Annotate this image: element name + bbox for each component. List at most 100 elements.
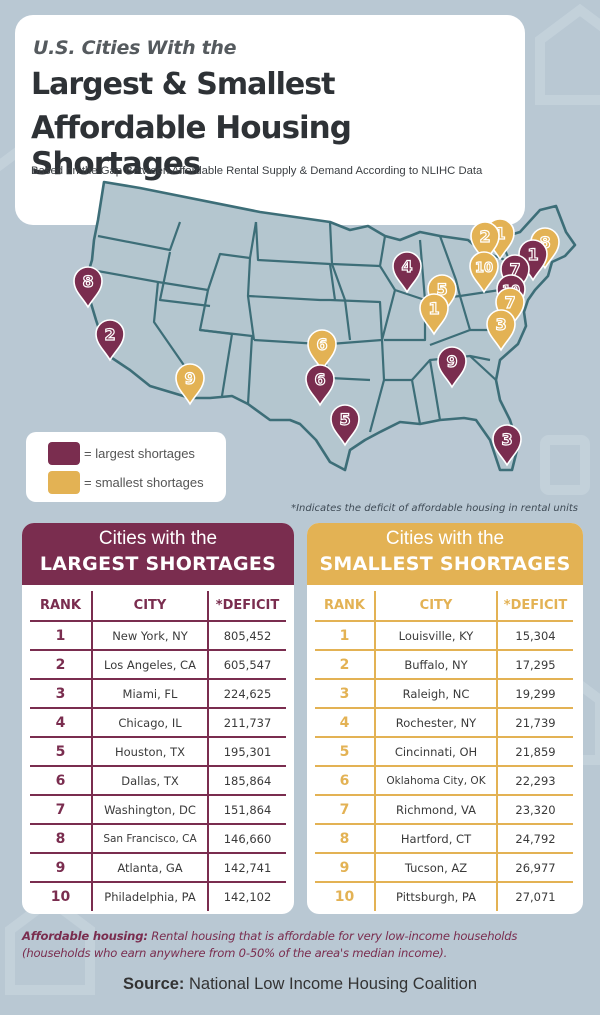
largest-heading-line2: LARGEST SHORTAGES bbox=[39, 553, 277, 575]
smallest-heading-line2: SMALLEST SHORTAGES bbox=[319, 553, 571, 575]
col-deficit: *DEFICIT bbox=[496, 591, 573, 621]
smallest-panel-header: Cities with the SMALLEST SHORTAGES bbox=[307, 523, 583, 585]
source-line: Source: National Low Income Housing Coal… bbox=[0, 975, 600, 994]
map-pin-smallest: 1 bbox=[419, 293, 449, 336]
table-row: 8 San Francisco, CA 146,660 bbox=[30, 823, 286, 853]
cell-deficit: 19,299 bbox=[496, 678, 573, 708]
map-pin-largest: 3 bbox=[492, 424, 522, 467]
subtitle: Based on the Gap Between Affordable Rent… bbox=[31, 165, 483, 177]
cell-city: Buffalo, NY bbox=[374, 649, 497, 679]
map-pin-icon bbox=[73, 266, 103, 309]
map-pin-largest: 4 bbox=[392, 251, 422, 294]
col-rank: RANK bbox=[323, 598, 366, 613]
map-pin-smallest: 10 bbox=[469, 251, 499, 294]
cell-deficit: 142,741 bbox=[207, 852, 286, 882]
map-pin-icon bbox=[419, 293, 449, 336]
cell-deficit: 26,977 bbox=[496, 852, 573, 882]
legend-item-smallest: = smallest shortages bbox=[48, 471, 204, 494]
cell-deficit: 15,304 bbox=[496, 620, 573, 650]
largest-heading-line1: Cities with the bbox=[98, 528, 218, 549]
table-row: 7 Washington, DC 151,864 bbox=[30, 794, 286, 824]
deficit-footnote: *Indicates the deficit of affordable hou… bbox=[291, 503, 578, 514]
map-pin-label: 4 bbox=[401, 257, 412, 276]
cell-rank: 1 bbox=[30, 620, 92, 650]
cell-rank: 5 bbox=[30, 736, 92, 766]
cell-deficit: 22,293 bbox=[496, 765, 573, 795]
map-pin-icon bbox=[392, 251, 422, 294]
table-row: 10 Pittsburgh, PA 27,071 bbox=[315, 881, 573, 911]
cell-rank: 7 bbox=[30, 794, 92, 824]
cell-city: Houston, TX bbox=[91, 736, 208, 766]
title-card: U.S. Cities With the Largest & Smallest … bbox=[15, 15, 525, 225]
table-row: 6 Dallas, TX 185,864 bbox=[30, 765, 286, 795]
table-row: 2 Buffalo, NY 17,295 bbox=[315, 649, 573, 679]
title-kicker: U.S. Cities With the bbox=[33, 37, 237, 59]
source-text: National Low Income Housing Coalition bbox=[184, 975, 477, 993]
map-pin-icon bbox=[175, 363, 205, 406]
map-pin-icon bbox=[470, 221, 500, 264]
map-pin-icon bbox=[486, 309, 516, 352]
cell-city: Washington, DC bbox=[91, 794, 208, 824]
cell-rank: 10 bbox=[315, 881, 375, 911]
map-pin-smallest: 3 bbox=[486, 309, 516, 352]
smallest-shortages-panel: Cities with the SMALLEST SHORTAGES RANK … bbox=[307, 523, 583, 914]
map-pin-largest: 2 bbox=[95, 319, 125, 362]
cell-city: Dallas, TX bbox=[91, 765, 208, 795]
map-pin-label: 5 bbox=[339, 410, 350, 429]
definition-text: Rental housing that is affordable for ve… bbox=[22, 929, 518, 960]
table-row: 1 Louisville, KY 15,304 bbox=[315, 620, 573, 650]
map-pin-label: 9 bbox=[446, 352, 457, 371]
cell-rank: 4 bbox=[315, 707, 375, 737]
map-pin-label: 2 bbox=[479, 227, 490, 246]
source-label: Source: bbox=[122, 975, 185, 993]
col-city: CITY bbox=[374, 591, 497, 621]
col-city: CITY bbox=[91, 591, 208, 621]
title-line-2: Affordable Housing Shortages bbox=[31, 110, 352, 182]
map-pin-icon bbox=[437, 346, 467, 389]
map-pin-smallest: 6 bbox=[307, 329, 337, 372]
cell-city: Los Angeles, CA bbox=[91, 649, 208, 679]
legend-label-largest: = largest shortages bbox=[84, 446, 195, 461]
cell-rank: 6 bbox=[30, 765, 92, 795]
cell-city: Philadelphia, PA bbox=[91, 881, 208, 911]
map-pin-largest: 5 bbox=[330, 404, 360, 447]
cell-city: San Francisco, CA bbox=[91, 823, 208, 853]
cell-city: Atlanta, GA bbox=[91, 852, 208, 882]
map-pin-label: 2 bbox=[104, 325, 115, 344]
cell-deficit: 17,295 bbox=[496, 649, 573, 679]
cell-deficit: 21,859 bbox=[496, 736, 573, 766]
cell-city: Rochester, NY bbox=[374, 707, 497, 737]
largest-shortages-panel: Cities with the LARGEST SHORTAGES RANK C… bbox=[22, 523, 294, 914]
map-pin-icon bbox=[95, 319, 125, 362]
cell-deficit: 195,301 bbox=[207, 736, 286, 766]
map-pin-label: 7 bbox=[504, 293, 515, 312]
table-row: 8 Hartford, CT 24,792 bbox=[315, 823, 573, 853]
cell-city: New York, NY bbox=[91, 620, 208, 650]
table-row: 4 Chicago, IL 211,737 bbox=[30, 707, 286, 737]
affordable-housing-definition: Affordable housing: Rental housing that … bbox=[22, 928, 582, 962]
cell-deficit: 805,452 bbox=[207, 620, 286, 650]
cell-city: Raleigh, NC bbox=[374, 678, 497, 708]
table-row: 10 Philadelphia, PA 142,102 bbox=[30, 881, 286, 911]
cell-city: Miami, FL bbox=[91, 678, 208, 708]
map-pin-icon bbox=[307, 329, 337, 372]
cell-rank: 3 bbox=[30, 678, 92, 708]
map-pin-largest: 6 bbox=[305, 364, 335, 407]
definition-term: Affordable housing: bbox=[22, 929, 148, 943]
map-pin-label: 6 bbox=[316, 335, 327, 354]
cell-city: Chicago, IL bbox=[91, 707, 208, 737]
cell-deficit: 151,864 bbox=[207, 794, 286, 824]
map-pin-icon bbox=[469, 251, 499, 294]
cell-rank: 7 bbox=[315, 794, 375, 824]
table-row: 3 Miami, FL 224,625 bbox=[30, 678, 286, 708]
map-pin-label: 10 bbox=[475, 261, 493, 276]
cell-rank: 2 bbox=[30, 649, 92, 679]
table-row: 9 Tucson, AZ 26,977 bbox=[315, 852, 573, 882]
largest-panel-header: Cities with the LARGEST SHORTAGES bbox=[22, 523, 294, 585]
cell-city: Tucson, AZ bbox=[374, 852, 497, 882]
table-row: 9 Atlanta, GA 142,741 bbox=[30, 852, 286, 882]
map-pin-label: 8 bbox=[82, 272, 93, 291]
col-deficit: *DEFICIT bbox=[207, 591, 286, 621]
cell-city: Pittsburgh, PA bbox=[374, 881, 497, 911]
